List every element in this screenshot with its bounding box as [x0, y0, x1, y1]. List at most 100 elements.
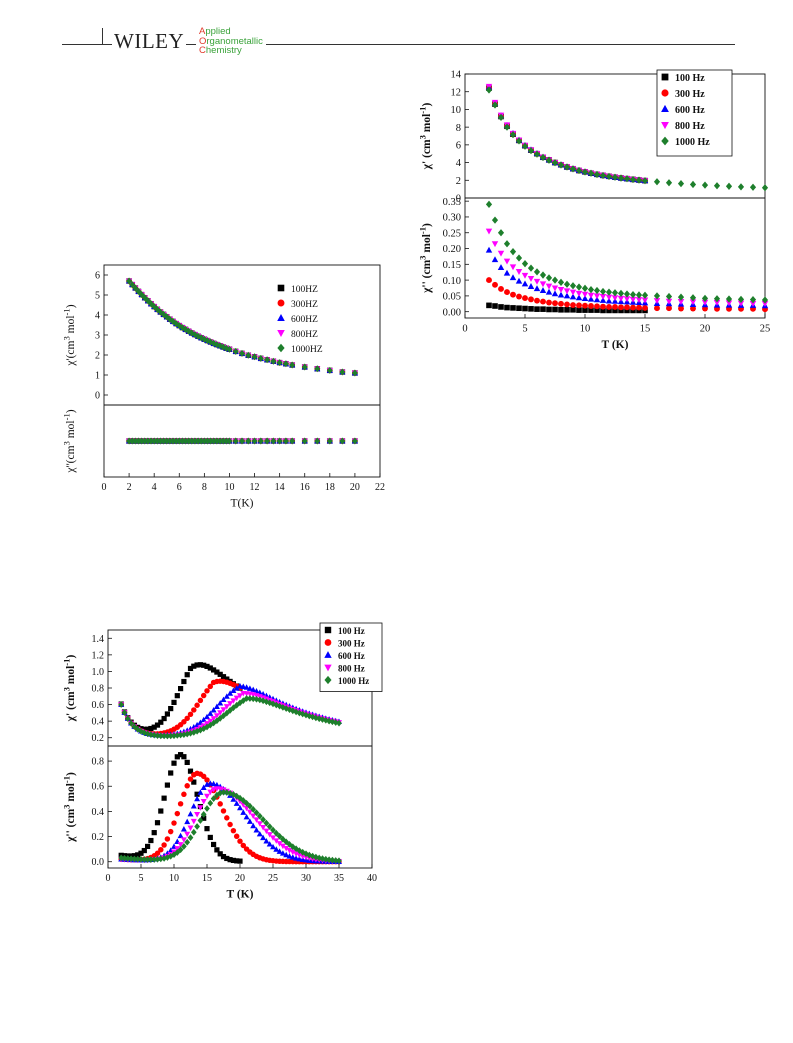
marker-2-2-25 [200, 773, 207, 780]
marker-2-3-46 [270, 843, 276, 850]
marker-2-1-27 [207, 834, 213, 841]
page-header: WILEY Applied Organometallic Chemistry [0, 0, 793, 60]
marker-2-5-1 [491, 216, 499, 224]
marker-1-5-35 [245, 351, 252, 359]
marker-1-3-31 [220, 696, 227, 703]
marker-2-5-4 [138, 437, 145, 445]
marker-1-1-24 [197, 662, 203, 668]
marker-1-3-40 [250, 686, 257, 693]
marker-2-2-19 [600, 303, 606, 310]
marker-2-2-18 [594, 303, 600, 310]
marker-1-1-28 [211, 667, 217, 673]
marker-2-5-47 [351, 437, 358, 445]
x-tick-label-1: 5 [139, 873, 144, 884]
marker-2-2-15 [167, 828, 174, 835]
marker-1-5-29 [214, 717, 220, 725]
marker-2-3-49 [279, 850, 286, 856]
marker-2-5-11 [551, 276, 559, 284]
marker-2-5-62 [322, 855, 329, 863]
marker-2-2-16 [582, 302, 588, 309]
marker-1-5-14 [569, 165, 577, 173]
y-tick-label-0-4: 4 [95, 311, 100, 322]
legend-marker-1 [277, 284, 285, 292]
marker-2-5-55 [299, 848, 306, 856]
y-tick-label-0-5: 1.2 [92, 650, 105, 661]
y-axis-label-panel-1: χ' (cm3 mol-1) [417, 103, 433, 171]
y-tick-label-0-2: 0.6 [92, 700, 105, 711]
marker-2-5-31 [701, 294, 709, 303]
marker-2-2-4 [510, 291, 516, 298]
marker-1-5-13 [161, 732, 167, 740]
x-tick-label-8: 40 [367, 873, 377, 884]
marker-2-5-11 [154, 855, 161, 863]
x-tick-label-2: 4 [152, 482, 157, 493]
marker-1-5-30 [220, 343, 227, 351]
marker-2-4-20 [184, 831, 191, 838]
marker-2-5-19 [185, 437, 192, 445]
legend-label-3: 600 Hz [338, 651, 365, 661]
marker-2-2-13 [161, 842, 167, 848]
marker-1-3-27 [207, 710, 214, 716]
marker-2-1-21 [187, 768, 194, 774]
marker-2-5-9 [539, 271, 547, 279]
marker-2-3-0 [485, 246, 493, 253]
y-tick-label-1-4: 0.8 [92, 757, 105, 768]
marker-2-4-53 [293, 851, 300, 857]
marker-1-1-22 [191, 663, 197, 669]
y-axis-label-panel-2: χ''(cm3 mol-1) [61, 409, 77, 473]
marker-2-4-23 [623, 296, 631, 303]
marker-2-3-2 [497, 264, 505, 270]
marker-2-3-3 [503, 269, 511, 276]
x-tick-label-6: 30 [301, 873, 311, 884]
x-tick-label-5: 25 [760, 324, 771, 335]
marker-2-4-41 [253, 817, 260, 823]
marker-2-5-41 [253, 809, 260, 817]
marker-1-5-11 [160, 310, 167, 318]
marker-2-2-6 [522, 295, 528, 302]
legend-label-1: 100 Hz [675, 73, 705, 84]
marker-2-4-19 [599, 294, 607, 300]
marker-2-4-17 [174, 846, 181, 852]
marker-1-5-50 [283, 705, 290, 712]
marker-2-5-40 [250, 805, 257, 813]
marker-2-3-1 [491, 256, 499, 263]
marker-2-5-1 [121, 854, 128, 862]
marker-2-1-21 [612, 307, 618, 314]
journal-logo: Applied Organometallic Chemistry [196, 27, 266, 56]
marker-1-5-57 [306, 712, 313, 720]
marker-2-5-6 [144, 437, 151, 445]
series-2-4 [485, 228, 769, 307]
marker-2-1-12 [158, 808, 164, 814]
marker-2-2-34 [230, 827, 237, 834]
marker-1-5-14 [164, 732, 171, 740]
x-tick-label-5: 10 [224, 482, 234, 493]
marker-1-3-39 [246, 685, 253, 691]
marker-2-1-17 [174, 754, 180, 760]
y-tick-label-1-5: 0.25 [443, 228, 461, 239]
marker-2-5-12 [557, 278, 565, 286]
marker-2-4-19 [180, 837, 187, 843]
marker-2-4-2 [497, 250, 505, 257]
marker-1-5-38 [243, 695, 250, 702]
marker-1-4-28 [210, 716, 217, 722]
marker-1-5-4 [131, 723, 138, 731]
marker-1-5-5 [141, 294, 148, 302]
marker-2-3-19 [180, 826, 187, 832]
marker-2-2-9 [540, 298, 546, 305]
marker-1-3-26 [204, 713, 210, 720]
marker-1-1-12 [158, 719, 164, 725]
marker-2-5-21 [187, 834, 194, 841]
marker-2-4-22 [617, 295, 625, 302]
y-tick-label-0-7: 14 [451, 70, 462, 81]
series-1-2 [126, 278, 358, 376]
marker-2-4-31 [701, 299, 709, 306]
marker-2-3-12 [557, 291, 565, 298]
marker-2-5-30 [689, 294, 697, 302]
marker-2-3-4 [509, 274, 517, 281]
series-1-5 [118, 695, 342, 740]
marker-2-1-2 [498, 304, 504, 310]
marker-2-5-10 [545, 274, 553, 282]
marker-2-3-35 [233, 800, 240, 806]
marker-2-1-22 [191, 779, 197, 785]
